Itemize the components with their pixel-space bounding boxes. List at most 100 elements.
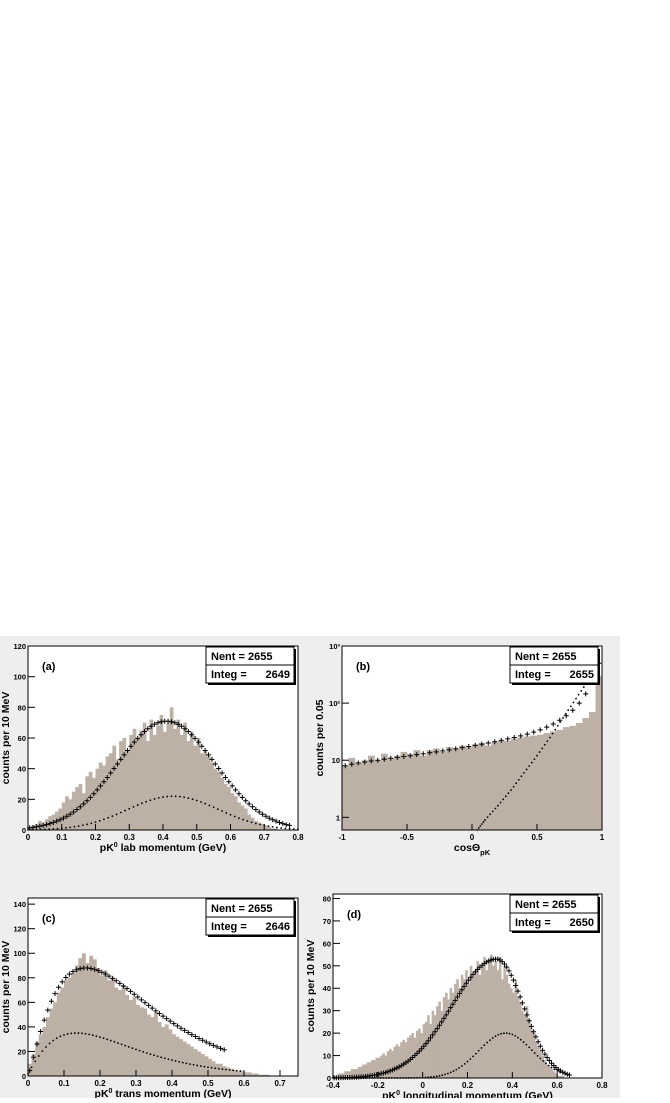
fit-marker (562, 1070, 568, 1076)
fit-marker (229, 783, 235, 789)
dotted-curve-point (107, 816, 110, 819)
histogram-bar (251, 1073, 256, 1076)
x-tick-label: 0 (470, 833, 475, 842)
histogram-bar (142, 722, 147, 830)
dotted-curve-point (539, 1057, 542, 1060)
fit-marker (436, 1022, 442, 1028)
histogram-bar (429, 1024, 432, 1078)
histogram-bar (244, 808, 248, 830)
dotted-curve-point (503, 1032, 505, 1035)
histogram-bar (368, 1062, 372, 1078)
dotted-curve-point (187, 797, 190, 799)
fit-marker (388, 755, 394, 761)
histogram-bar (121, 985, 126, 1076)
fit-marker (420, 751, 426, 757)
dotted-curve-point (489, 813, 492, 816)
panel-c: 0 0.1 0.2 0.3 0.4 0.5 0.6 0.7 0 20 40 60 80 100 120 140… (0, 897, 299, 1100)
fit-marker (236, 791, 242, 797)
histogram-bar (163, 731, 167, 830)
histogram-bar (71, 972, 76, 1076)
dotted-curve-point (81, 1032, 83, 1035)
histogram-bar (143, 1008, 148, 1076)
fit-marker (202, 748, 208, 754)
fit-marker (48, 998, 54, 1004)
dotted-curve-point (86, 823, 88, 826)
histogram-bar (420, 755, 427, 830)
histogram-bar (159, 715, 164, 830)
dotted-curve-point (575, 697, 577, 700)
histogram-bar (175, 1036, 180, 1076)
fit-marker (342, 763, 348, 769)
histogram-bar (440, 1010, 444, 1078)
fit-marker (219, 770, 225, 776)
dotted-curve-point (455, 1068, 458, 1071)
histogram-bar (504, 740, 512, 830)
histogram-bar (381, 753, 388, 830)
dotted-curve-point (171, 1059, 173, 1062)
dotted-curve-point (446, 1072, 449, 1075)
dotted-curve-point (556, 1069, 559, 1072)
histogram-bar (391, 1051, 394, 1078)
fit-marker (152, 721, 158, 727)
histogram-bar (109, 753, 113, 830)
fit-marker (47, 821, 53, 827)
histogram-bar (524, 736, 531, 830)
histogram-bar (254, 1073, 259, 1076)
fit-marker (570, 707, 576, 713)
histogram-bar (78, 958, 83, 1076)
fit-marker (537, 727, 543, 733)
histogram-bar (384, 1055, 388, 1078)
y-tick-label: 20 (18, 795, 26, 804)
dotted-curve-point (572, 701, 575, 704)
fit-marker (563, 713, 569, 719)
histogram-bar (85, 963, 90, 1076)
histogram-bar (474, 970, 477, 1078)
histogram-bar (49, 1008, 54, 1076)
fit-marker (283, 822, 289, 828)
histogram-bar (438, 1001, 441, 1078)
fit-marker (98, 783, 104, 789)
fit-marker (394, 1065, 400, 1071)
histogram-figure: 0 0.1 0.2 0.3 0.4 0.5 0.6 0.7 0.8020406080100120… (0, 642, 608, 1102)
fit-marker (87, 794, 93, 800)
histogram-bar (203, 750, 208, 830)
histogram-bar (222, 1066, 227, 1076)
histogram-bar (152, 734, 157, 830)
dotted-curve-point (553, 1068, 556, 1071)
fit-marker (131, 739, 137, 745)
dotted-curve-point (203, 1065, 206, 1068)
histogram-bar (186, 1044, 191, 1076)
histogram-bar (31, 1053, 36, 1076)
stats-integ-label: Integ = (211, 921, 247, 933)
histogram-bar (460, 974, 464, 1078)
histogram-bar (96, 967, 101, 1076)
histogram-bar (89, 955, 94, 1076)
fit-marker (222, 774, 228, 780)
fit-marker (45, 1007, 51, 1013)
histogram-bar (173, 728, 177, 830)
dotted-curve-point (37, 1055, 40, 1057)
dotted-curve-point (99, 1036, 101, 1039)
fit-marker (499, 959, 505, 965)
fit-marker (195, 739, 201, 745)
dotted-curve-point (138, 1049, 141, 1052)
fit-marker (160, 1013, 166, 1019)
dotted-curve-point (538, 751, 541, 753)
histogram-bar (554, 1073, 558, 1078)
histogram-bar (179, 1039, 184, 1076)
fit-marker (101, 779, 107, 785)
histogram-bar (53, 1002, 58, 1076)
histogram-bar (161, 1026, 166, 1076)
fit-marker (239, 794, 245, 800)
fit-marker (461, 984, 467, 990)
dotted-curve-point (210, 1066, 213, 1069)
panel-a: 0 0.1 0.2 0.3 0.4 0.5 0.6 0.7 0.8 0 20 40 60 80 100 120… (0, 642, 304, 854)
dotted-curve-point (200, 801, 202, 803)
histogram-bar (100, 975, 104, 1076)
panel-b: -1 -0.5 0 0.5 1 1 10 10² 10³ (b) Nent = 2655 Integ … (314, 642, 605, 857)
fit-marker (401, 754, 407, 760)
histogram-bar (267, 826, 272, 830)
fit-marker (179, 723, 185, 729)
stats-integ-value: 2646 (266, 921, 290, 933)
fit-marker (394, 754, 400, 760)
